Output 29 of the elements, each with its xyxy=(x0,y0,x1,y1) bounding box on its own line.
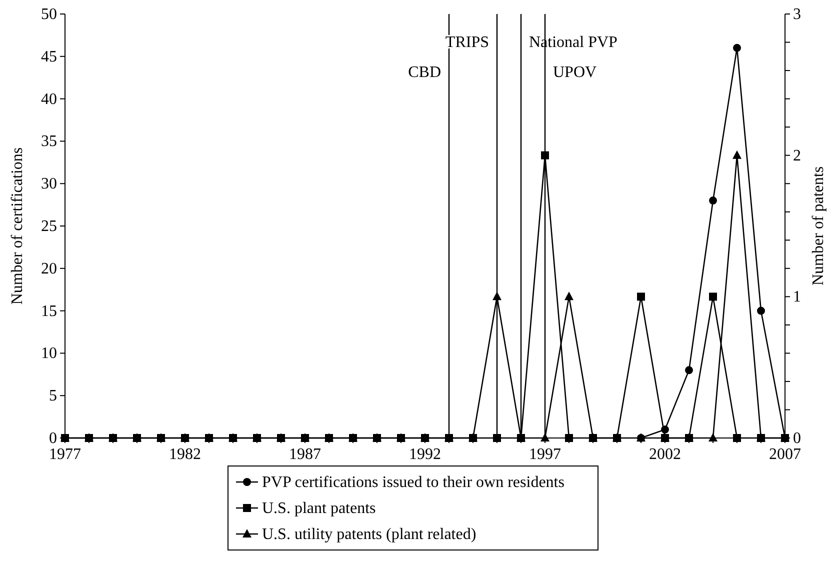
y2-tick-label: 0 xyxy=(793,430,801,447)
legend-label: U.S. utility patents (plant related) xyxy=(262,526,476,543)
ref-line-label: CBD xyxy=(408,64,441,81)
x-tick-label: 1982 xyxy=(169,446,201,463)
legend-label: PVP certifications issued to their own residents xyxy=(262,474,564,491)
y2-tick-label: 3 xyxy=(793,6,801,23)
y2-axis-title: Number of patents xyxy=(810,166,827,286)
y-tick-label: 20 xyxy=(41,260,57,278)
y2-tick-label: 2 xyxy=(793,147,801,164)
y-tick-label: 15 xyxy=(41,302,57,320)
y-tick-label: 0 xyxy=(49,430,57,447)
x-tick-label: 2002 xyxy=(649,446,681,463)
y-tick-label: 50 xyxy=(41,6,57,23)
y2-tick-label: 1 xyxy=(793,288,801,306)
y-tick-label: 10 xyxy=(41,345,57,362)
x-tick-label: 1977 xyxy=(49,446,81,463)
y-tick-label: 25 xyxy=(41,218,57,235)
legend-label: U.S. plant patents xyxy=(262,500,376,517)
y-tick-label: 35 xyxy=(41,133,57,150)
ref-line-label: UPOV xyxy=(553,64,598,81)
x-tick-label: 1992 xyxy=(409,446,441,463)
y-tick-label: 5 xyxy=(49,388,57,405)
y-tick-label: 40 xyxy=(41,90,57,108)
y-tick-label: 45 xyxy=(41,48,57,66)
x-tick-label: 2007 xyxy=(769,446,801,463)
y-axis-title: Number of certifications xyxy=(9,147,26,305)
x-tick-label: 1987 xyxy=(289,446,321,463)
y-tick-label: 30 xyxy=(41,176,57,193)
x-tick-label: 1997 xyxy=(529,446,561,463)
